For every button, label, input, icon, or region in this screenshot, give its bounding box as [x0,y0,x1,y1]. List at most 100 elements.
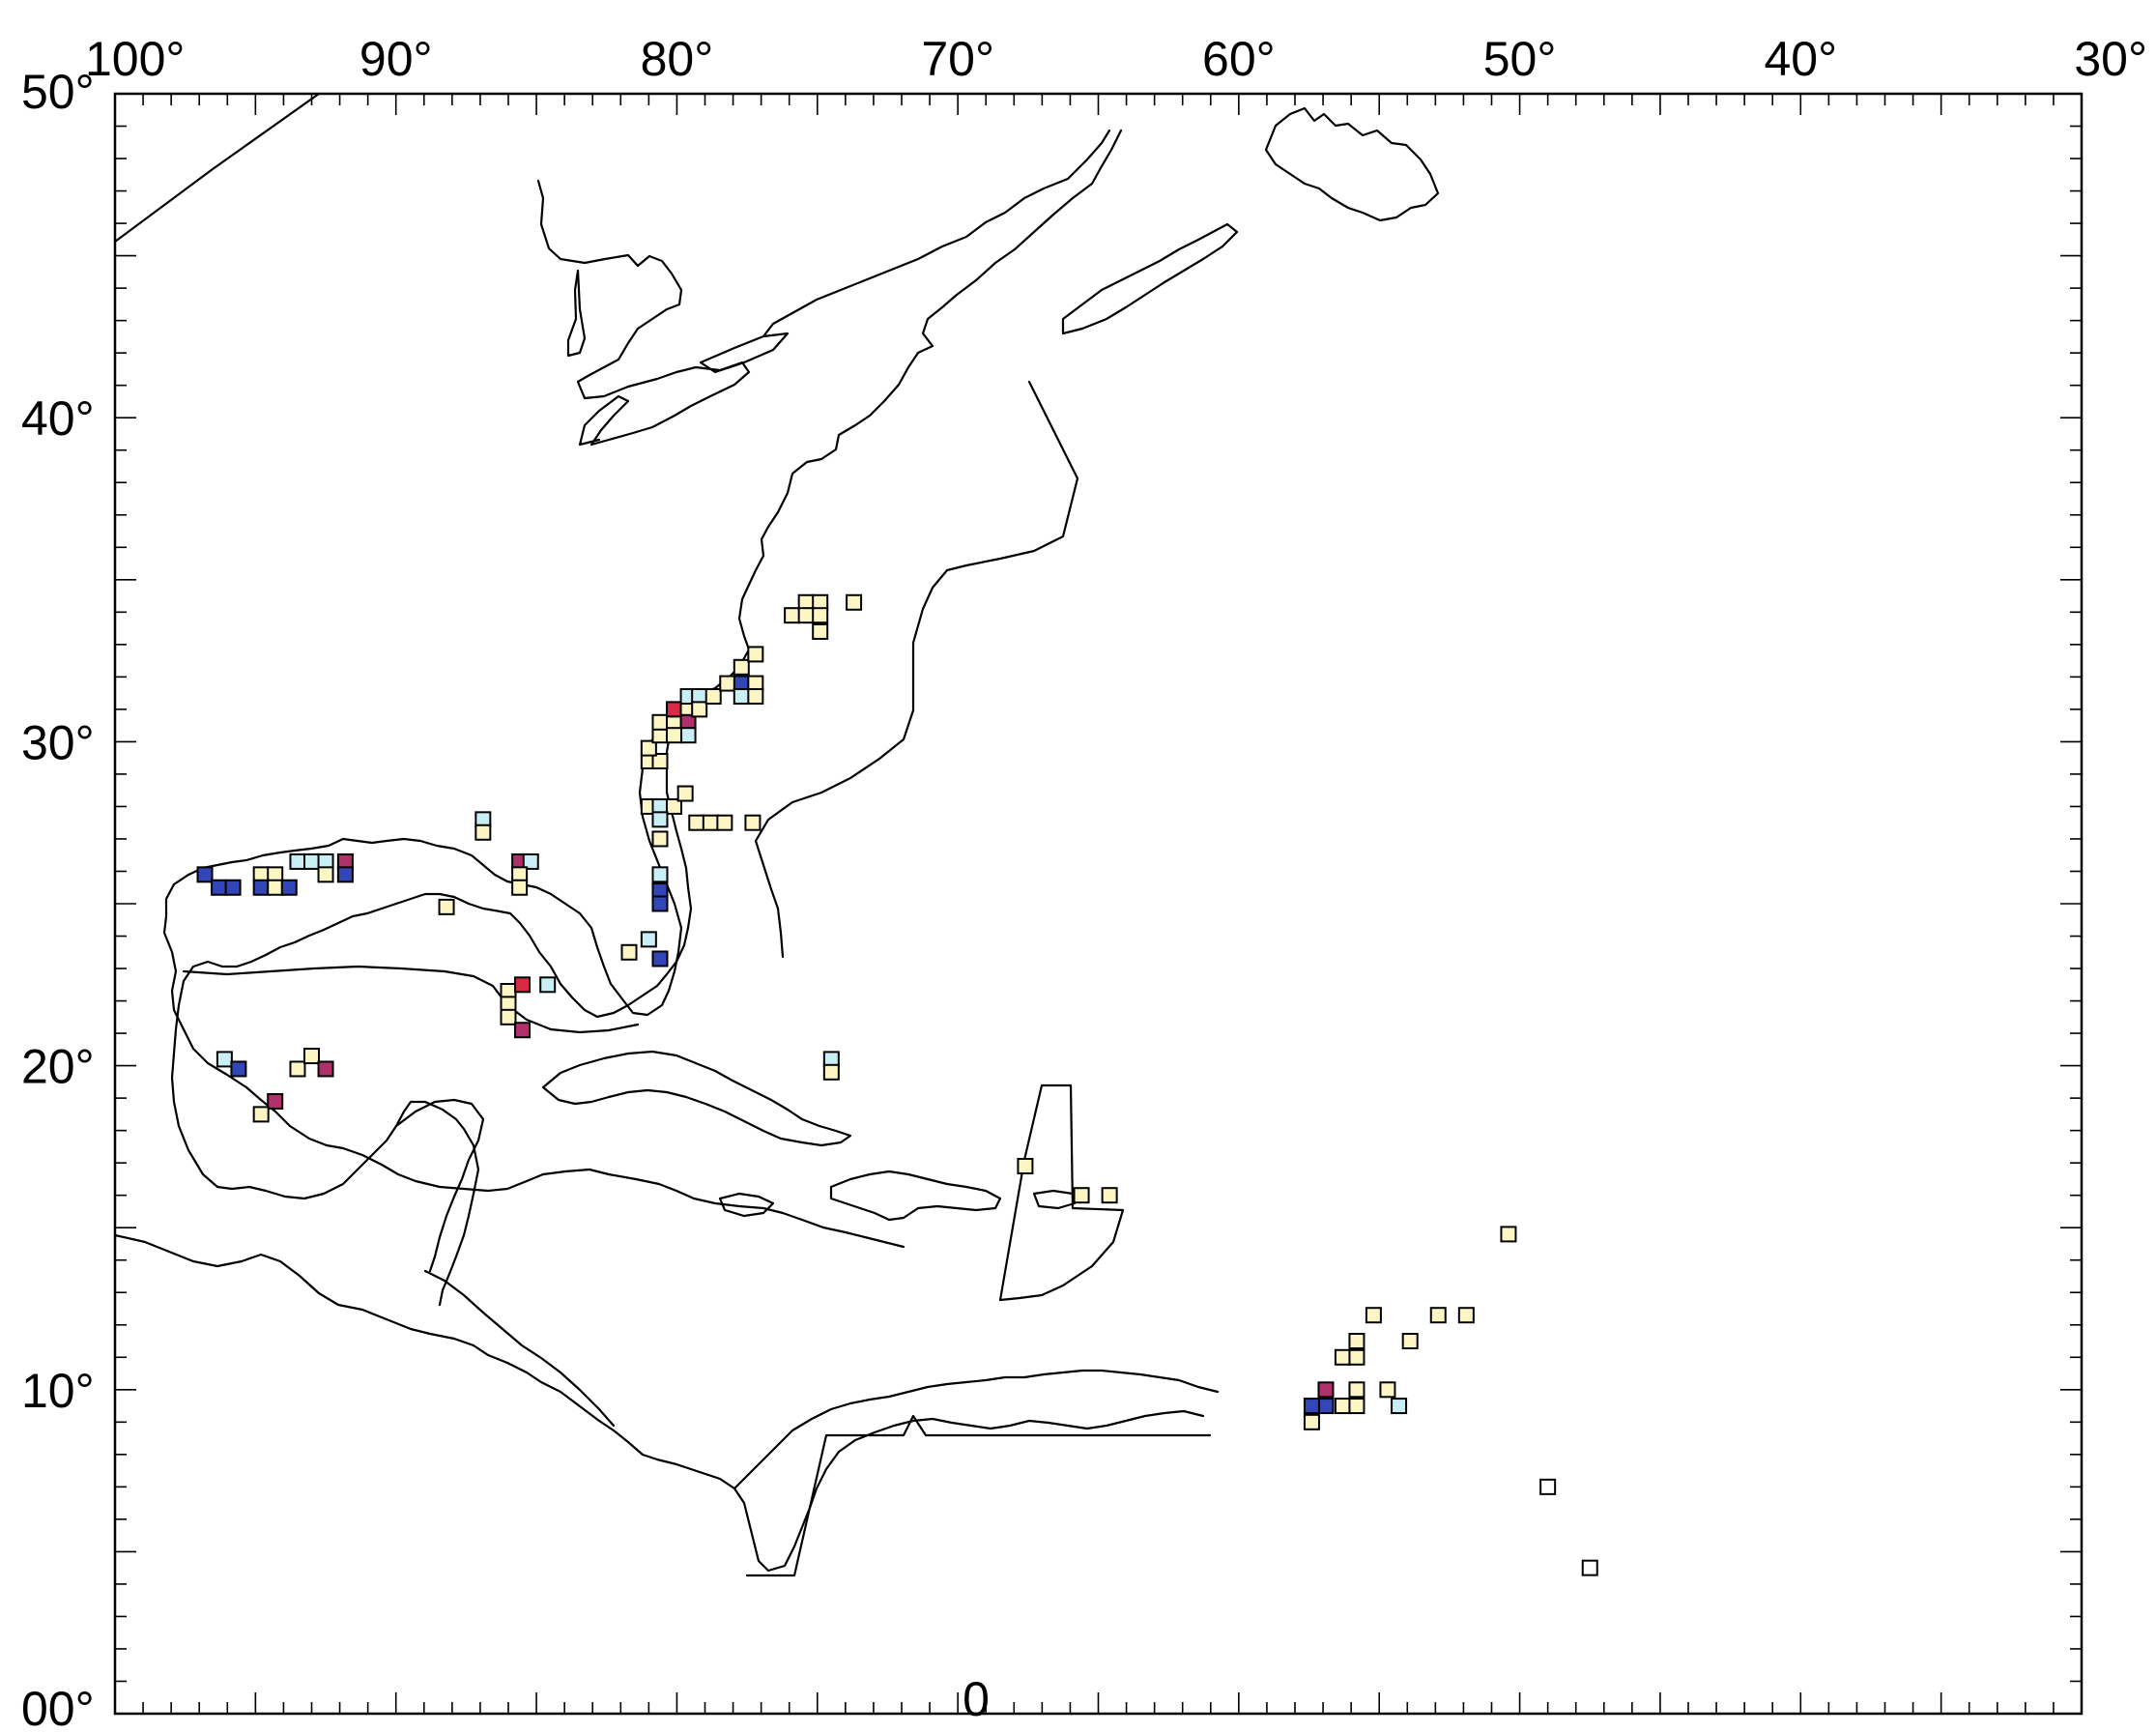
longitude-label: 70° [921,32,994,86]
latitude-label: 30° [21,715,95,769]
nova-scotia-coastline [1061,222,1239,335]
grid-cell [1379,1381,1396,1399]
central-america-coastline [113,1233,1205,1573]
grid-cell [303,852,320,870]
jamaica-coastline [718,1192,775,1218]
grid-cell [747,646,764,663]
atlantic-coastline [162,129,1123,1249]
grid-cell [716,814,733,831]
grid-cell [267,1092,284,1110]
left-latitude-labels: 50° 40° 30° 20° 10° 00° [21,65,95,1733]
boundary-line-south [745,1414,1212,1577]
grid-cell [317,866,334,883]
grid-cell [651,830,669,848]
hispaniola-coastline [829,1170,1002,1222]
grid-cell [1334,1398,1351,1415]
grid-cell [514,1022,532,1039]
grid-cell [797,607,815,624]
data-cells [196,593,1598,1576]
grid-cell [1317,1381,1335,1399]
longitude-label: 90° [359,32,433,86]
grid-cell [702,814,719,831]
longitude-label: 50° [1483,32,1557,86]
grid-cell [651,866,669,883]
grid-cell [620,943,638,961]
map-frame [113,92,2084,1716]
grid-cell [1401,1333,1419,1350]
grid-cell [1348,1333,1365,1350]
grid-cell [289,852,306,870]
great-lakes-coastline [536,179,751,447]
grid-cell [733,687,750,705]
lake-michigan-coastline [566,269,587,358]
grid-cell [1303,1413,1320,1430]
boundary-line-gulf [182,965,640,1034]
latitude-label: 50° [21,65,95,119]
grid-cell [812,622,829,640]
grid-cell [666,701,683,718]
grid-cell [651,811,669,828]
grid-cell [666,727,683,744]
longitude-label: 60° [1202,32,1276,86]
grid-cell [666,797,683,815]
grid-cell [1073,1187,1090,1204]
latitude-label: 10° [21,1364,95,1418]
newfoundland-coastline [1264,106,1440,222]
boundary-line-northwest [113,92,321,244]
grid-cell [640,931,657,948]
grid-cell [747,687,764,705]
gulf-coastline [170,694,696,1307]
lake-erie-coastline [699,332,790,374]
grid-cell [679,727,697,744]
cuba-coastline [541,1050,852,1147]
bottom-axis-label: 0 [963,1672,990,1726]
grid-cell [733,658,750,676]
grid-cell [1391,1398,1408,1415]
grid-cell [230,1060,247,1078]
longitude-label: 100° [85,32,185,86]
puerto-rico-coastline [1032,1189,1077,1210]
grid-cell [511,879,529,896]
longitude-label: 80° [641,32,714,86]
grid-cell [211,879,228,896]
grid-cell [1539,1478,1557,1495]
grid-cell [1365,1307,1382,1324]
grid-cell [252,1106,270,1123]
grid-cell [704,687,722,705]
grid-cell [514,976,532,994]
longitude-label: 30° [2074,32,2147,86]
grid-cell [216,1051,233,1068]
grid-cell [1500,1226,1517,1243]
grid-cell [280,879,298,896]
grid-cell [676,785,694,802]
grid-cell [688,814,705,831]
grid-cell [289,1060,306,1078]
grid-cell [822,1063,840,1081]
axis-ticks [114,93,2083,1715]
grid-cell [1581,1559,1598,1576]
grid-cell [1334,1348,1351,1366]
grid-cell [846,593,863,611]
grid-cell [1317,1398,1335,1415]
grid-cell [252,879,270,896]
grid-cell [1101,1187,1118,1204]
caribbean-coastline [423,1269,1220,1490]
grid-cell [719,675,736,692]
grid-cell [651,950,669,968]
grid-cell [1017,1158,1034,1175]
grid-cell [744,814,762,831]
grid-cell [267,879,284,896]
latitude-label: 00° [21,1682,95,1733]
grid-cell [1348,1398,1365,1415]
grid-cell [640,739,657,757]
grid-cell [317,1060,334,1078]
boundary-line-caribbean [998,1083,1125,1302]
grid-cell [224,879,242,896]
grid-cell [303,1048,320,1065]
grid-cell [651,895,669,912]
grid-cell [651,713,669,731]
grid-cell [1348,1381,1365,1399]
grid-cell [438,898,455,915]
yucatan-coastline [394,1098,485,1273]
